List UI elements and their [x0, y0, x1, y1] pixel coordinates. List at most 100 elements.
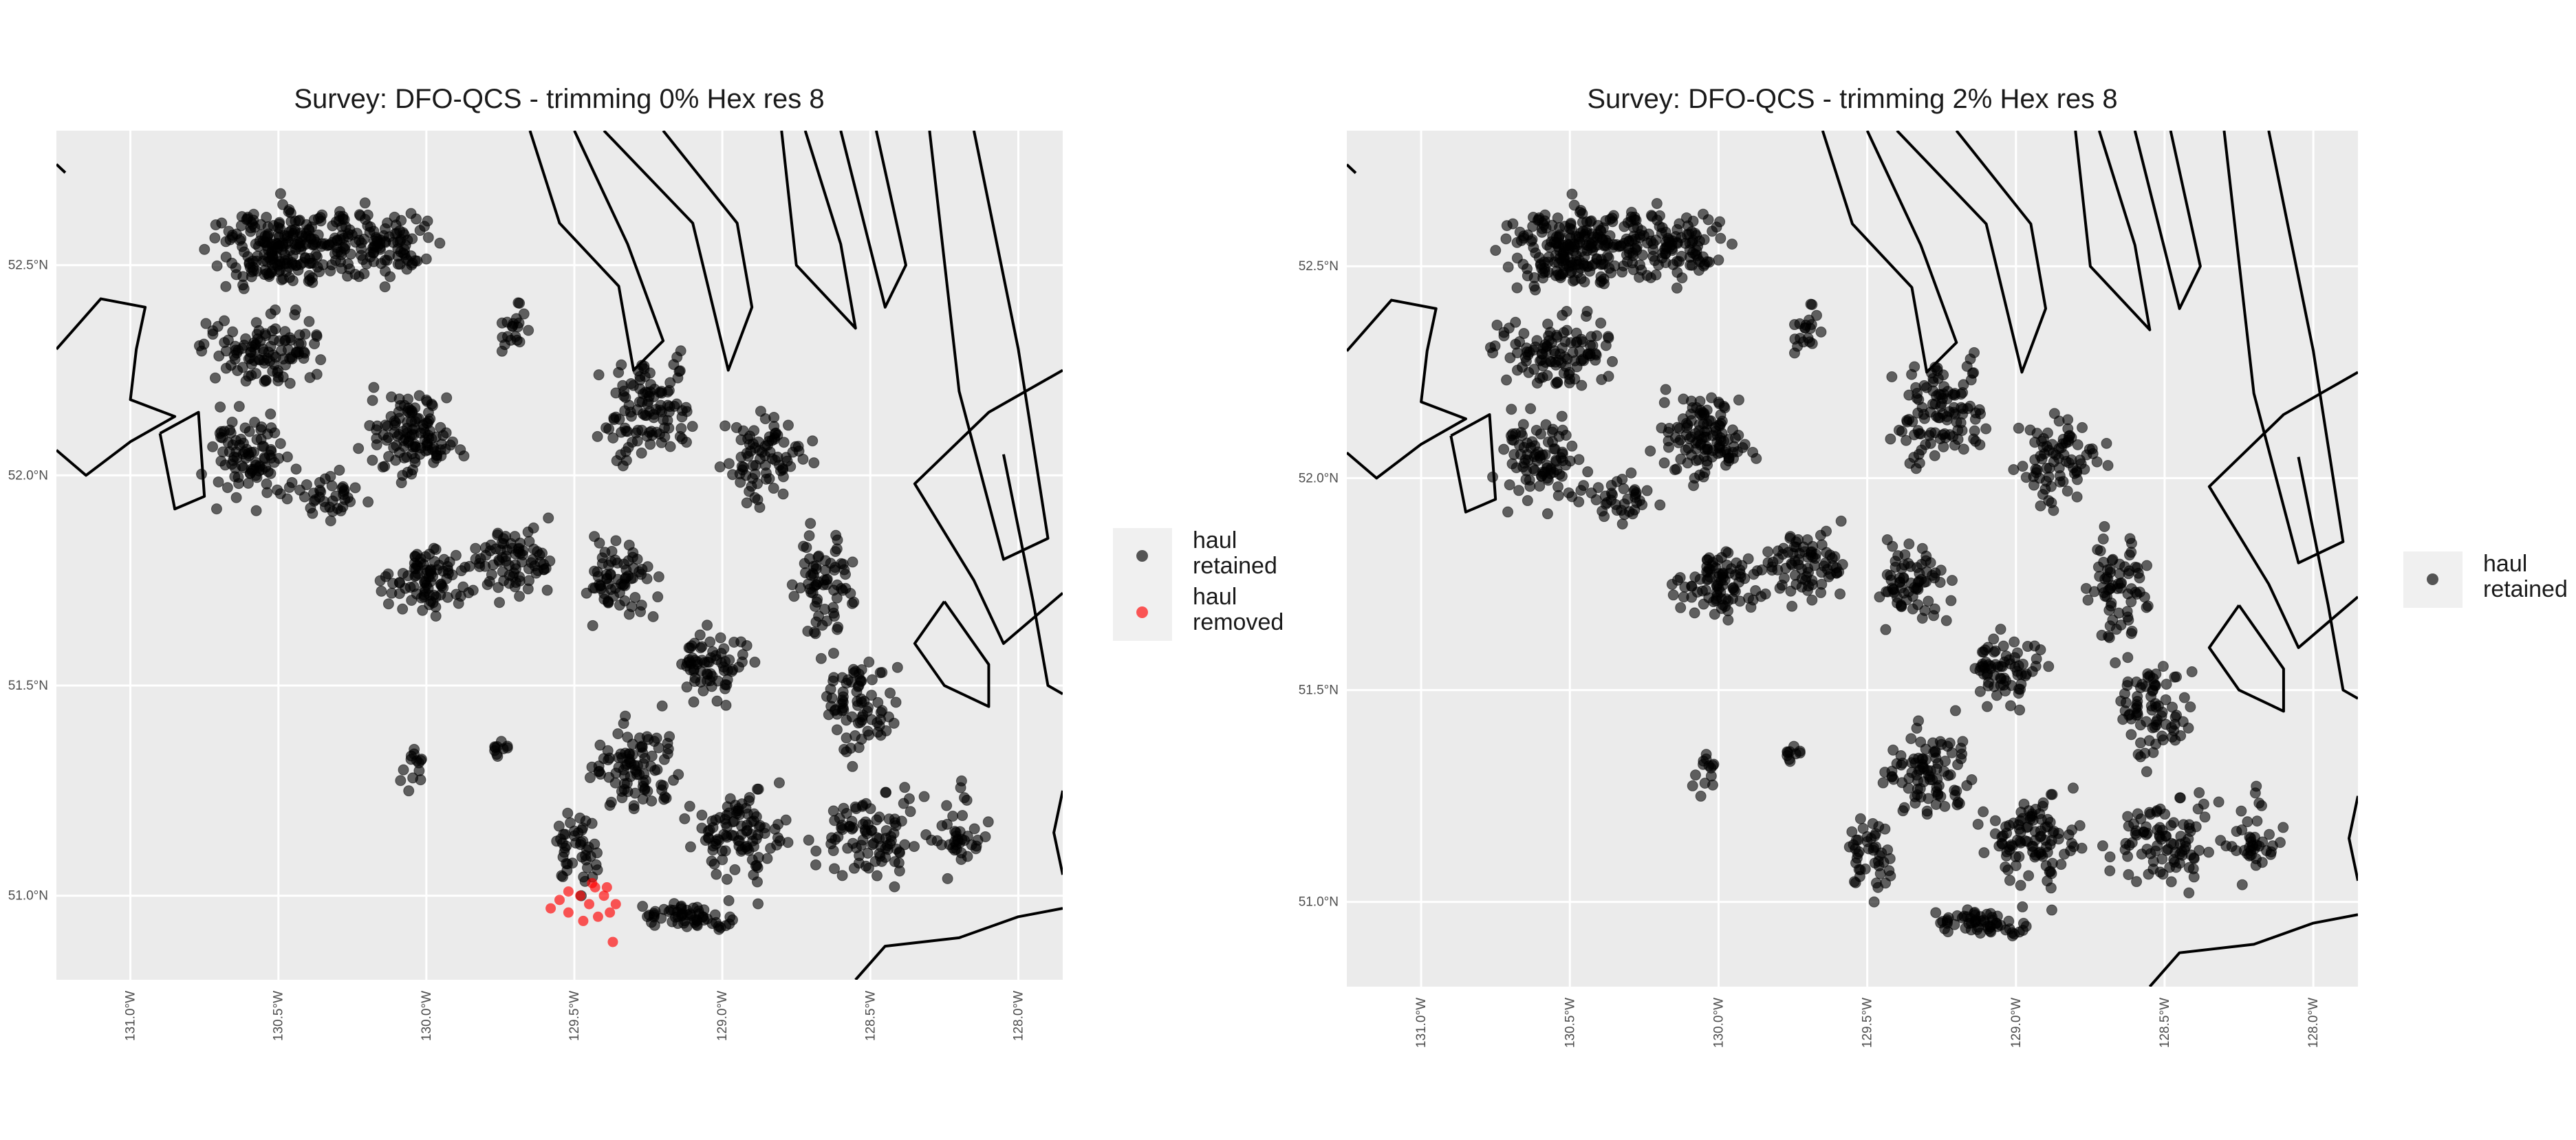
haul-retained-point	[684, 800, 695, 812]
haul-retained-point	[1733, 430, 1744, 441]
haul-retained-point	[1918, 776, 1929, 788]
haul-retained-point	[409, 457, 421, 468]
haul-retained-point	[1568, 239, 1580, 250]
haul-retained-point	[918, 791, 930, 802]
haul-retained-point	[2143, 735, 2155, 747]
haul-retained-point	[2135, 751, 2147, 763]
haul-retained-point	[392, 259, 404, 270]
haul-retained-point	[1608, 210, 1619, 221]
haul-retained-point	[2161, 679, 2172, 690]
haul-retained-point	[1501, 220, 1513, 232]
coastline	[2297, 457, 2358, 700]
haul-retained-point	[664, 441, 676, 452]
haul-retained-point	[863, 656, 875, 668]
haul-retained-point	[1533, 446, 1544, 458]
haul-retained-point	[1565, 267, 1577, 278]
haul-retained-point	[360, 258, 372, 270]
haul-retained-point	[853, 857, 865, 869]
haul-retained-point	[846, 711, 858, 723]
haul-retained-point	[2168, 817, 2180, 829]
haul-retained-point	[417, 604, 429, 616]
haul-retained-point	[207, 325, 219, 337]
haul-retained-point	[1715, 232, 1727, 244]
x-tick-label: 130.5°W	[272, 991, 286, 1041]
haul-retained-point	[753, 436, 764, 448]
haul-retained-point	[1854, 864, 1866, 876]
haul-retained-point	[1671, 574, 1683, 586]
haul-retained-point	[1974, 686, 1986, 697]
haul-retained-point	[2125, 729, 2137, 741]
haul-retained-point	[1651, 198, 1663, 210]
haul-retained-point	[1806, 338, 1818, 349]
haul-retained-point	[2023, 805, 2035, 817]
haul-retained-point	[749, 657, 761, 668]
haul-retained-point	[1881, 534, 1893, 546]
haul-retained-point	[899, 782, 911, 793]
haul-retained-point	[1912, 577, 1924, 589]
haul-retained-point	[2009, 928, 2020, 940]
haul-retained-point	[636, 447, 647, 459]
haul-retained-point	[724, 654, 735, 666]
haul-retained-point	[888, 717, 900, 729]
haul-retained-point	[451, 589, 462, 600]
haul-retained-point	[345, 248, 356, 260]
haul-retained-point	[753, 898, 764, 910]
haul-retained-point	[865, 690, 877, 701]
haul-retained-point	[210, 503, 222, 515]
haul-retained-point	[2131, 589, 2143, 600]
haul-retained-point	[751, 876, 763, 888]
haul-retained-point	[711, 868, 722, 880]
haul-retained-point	[890, 697, 902, 708]
haul-retained-point	[604, 752, 616, 764]
haul-retained-point	[241, 443, 252, 455]
haul-retained-point	[2142, 671, 2154, 683]
haul-retained-point	[2236, 879, 2248, 890]
haul-retained-point	[1975, 928, 1987, 939]
haul-retained-point	[876, 666, 888, 678]
coastline	[1896, 131, 2048, 374]
haul-retained-point	[2072, 439, 2083, 450]
haul-retained-point	[574, 839, 586, 851]
haul-retained-point	[642, 734, 654, 745]
haul-retained-point	[1568, 199, 1580, 211]
haul-retained-point	[1727, 582, 1739, 594]
haul-retained-point	[847, 760, 858, 772]
haul-retained-point	[1877, 777, 1889, 789]
haul-retained-point	[671, 351, 683, 363]
haul-retained-point	[662, 743, 674, 755]
haul-retained-point	[255, 433, 267, 445]
haul-retained-point	[2053, 462, 2065, 474]
y-tick-label: 52.0°N	[8, 468, 48, 483]
legend-dot-retained-2	[2427, 573, 2438, 585]
haul-retained-point	[741, 497, 753, 509]
haul-retained-point	[259, 264, 271, 276]
haul-retained-point	[1641, 270, 1653, 281]
haul-retained-point	[1929, 450, 1940, 461]
haul-retained-point	[393, 393, 405, 405]
coastline	[158, 410, 206, 511]
haul-retained-point	[237, 241, 248, 252]
haul-retained-point	[2264, 829, 2275, 840]
haul-retained-point	[677, 908, 689, 920]
haul-retained-point	[1505, 430, 1517, 441]
haul-retained-point	[1595, 317, 1607, 329]
haul-retained-point	[383, 450, 395, 462]
haul-retained-point	[239, 422, 251, 434]
x-tick-label: 129.0°W	[2009, 998, 2024, 1048]
haul-retained-point	[1541, 508, 1553, 520]
haul-retained-point	[1868, 896, 1880, 908]
haul-retained-point	[2190, 821, 2202, 833]
coastline	[56, 297, 177, 477]
haul-retained-point	[382, 217, 393, 229]
coastline	[2133, 131, 2202, 310]
haul-retained-point	[1581, 305, 1593, 317]
haul-retained-point	[1700, 749, 1712, 760]
haul-retained-point	[1729, 569, 1741, 580]
haul-retained-point	[2050, 449, 2061, 461]
haul-removed-point	[587, 877, 598, 888]
haul-retained-point	[1958, 443, 1969, 455]
haul-retained-point	[2004, 875, 2015, 886]
coastline	[913, 600, 991, 708]
coastline	[2348, 796, 2358, 881]
haul-retained-point	[2165, 721, 2177, 733]
